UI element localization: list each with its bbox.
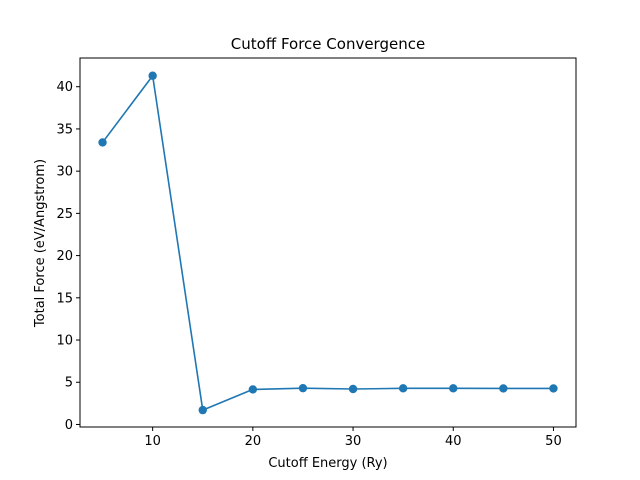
- plot-frame: [79, 57, 577, 428]
- y-axis-label: Total Force (eV/Angstrom): [33, 159, 48, 328]
- x-tick-label-50: 50: [545, 434, 562, 449]
- x-tick-label-10: 10: [144, 434, 161, 449]
- y-tick-label-5: 5: [65, 376, 73, 391]
- data-point-30: [348, 384, 358, 394]
- chart-title: Cutoff Force Convergence: [231, 35, 425, 53]
- series-line-0: [101, 74, 554, 411]
- data-point-10: [148, 71, 157, 80]
- x-axis-label: Cutoff Energy (Ry): [268, 456, 387, 471]
- plot-area: 10 20 30 40 50 0 5 10 15 20 25 30 35 40: [56, 57, 577, 449]
- y-tick-label-0: 0: [65, 418, 73, 433]
- x-tick-label-40: 40: [445, 434, 462, 449]
- data-point-35: [398, 384, 408, 393]
- y-tick-label-30: 30: [56, 165, 73, 180]
- data-point-50: [549, 384, 558, 393]
- y-tick-label-25: 25: [56, 207, 73, 222]
- x-tick-label-20: 20: [245, 434, 262, 449]
- data-point-15: [198, 405, 207, 415]
- data-point-45: [499, 384, 508, 393]
- y-tick-label-20: 20: [56, 249, 73, 264]
- data-point-40: [449, 384, 458, 393]
- data-point-20: [248, 385, 258, 394]
- x-tick-label-30: 30: [345, 434, 362, 449]
- y-tick-label-15: 15: [56, 291, 73, 306]
- y-tick-label-10: 10: [56, 334, 73, 349]
- y-tick-label-40: 40: [56, 80, 73, 95]
- data-point-5: [98, 138, 107, 147]
- data-point-25: [298, 383, 308, 393]
- y-tick-label-35: 35: [56, 122, 73, 137]
